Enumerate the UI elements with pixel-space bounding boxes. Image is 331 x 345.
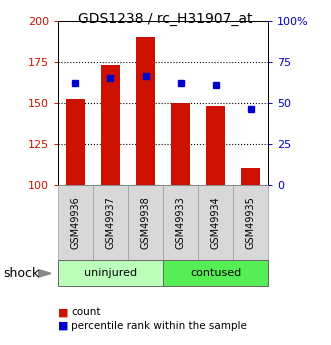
Text: contused: contused [190,268,241,278]
Text: GSM49938: GSM49938 [140,196,151,249]
Polygon shape [38,269,51,277]
Text: ■: ■ [58,321,69,331]
Text: GDS1238 / rc_H31907_at: GDS1238 / rc_H31907_at [78,12,253,26]
Text: count: count [71,307,101,317]
Text: ■: ■ [58,307,69,317]
Text: GSM49936: GSM49936 [71,196,80,249]
Text: GSM49933: GSM49933 [175,196,186,249]
Bar [206,106,225,185]
Text: GSM49937: GSM49937 [106,196,116,249]
Text: GSM49935: GSM49935 [246,196,256,249]
Text: percentile rank within the sample: percentile rank within the sample [71,321,247,331]
Text: GSM49934: GSM49934 [211,196,220,249]
Bar [66,99,85,185]
Bar [241,168,260,185]
Bar [136,37,155,185]
Bar [171,103,190,185]
Bar [101,65,120,185]
Text: shock: shock [3,267,40,280]
Text: uninjured: uninjured [84,268,137,278]
